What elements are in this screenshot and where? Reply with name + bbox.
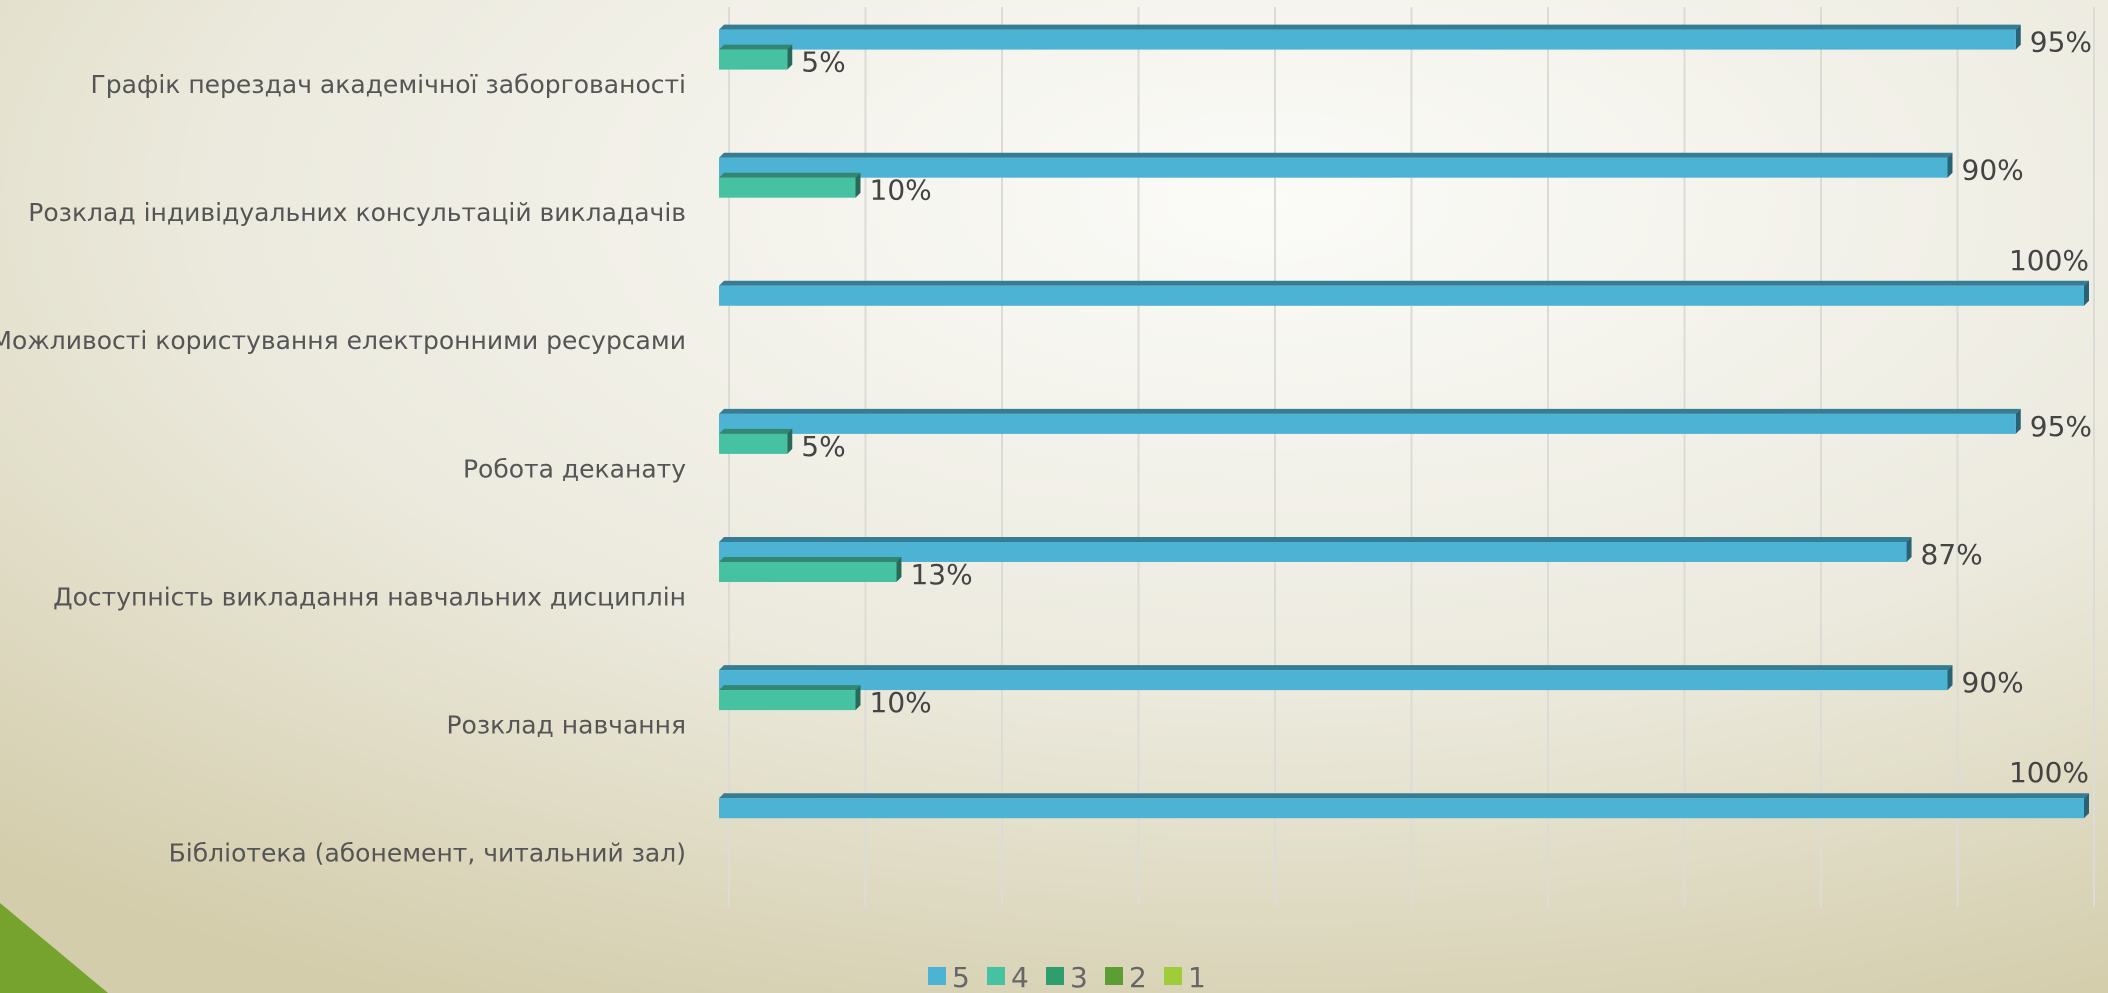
- category-label: Робота деканату: [463, 454, 686, 483]
- category-label: Розклад навчання: [446, 711, 686, 740]
- bar-top: [719, 172, 861, 178]
- data-label: 90%: [1962, 666, 2024, 699]
- data-label: 95%: [2030, 410, 2092, 443]
- bar: [719, 562, 897, 582]
- bar-top: [719, 408, 2021, 414]
- bar-end: [1906, 537, 1912, 562]
- bar-end: [2084, 793, 2089, 819]
- data-label: 95%: [2030, 26, 2092, 59]
- legend-label: 4: [1011, 961, 1029, 993]
- bar: [719, 690, 856, 711]
- data-label: 13%: [910, 558, 972, 591]
- category-label: Графік перездач академічної заборгованос…: [91, 70, 686, 99]
- bar: [719, 157, 1948, 178]
- data-label: 100%: [2009, 756, 2089, 789]
- legend-label: 3: [1070, 961, 1088, 993]
- bar: [719, 413, 2016, 434]
- bar: [719, 49, 788, 70]
- data-label: 87%: [1921, 538, 1983, 571]
- category-label: Розклад індивідуальних консультацій викл…: [28, 198, 686, 227]
- data-label: 5%: [801, 46, 845, 79]
- data-label: 100%: [2009, 244, 2089, 277]
- category-label: Бібліотека (абонемент, читальний зал): [169, 839, 686, 868]
- bar-top: [719, 280, 2089, 286]
- bar-end: [787, 44, 793, 70]
- bar-top: [719, 793, 2089, 799]
- category-label: Можливості користування електронними рес…: [0, 326, 686, 355]
- bar: [719, 29, 2016, 50]
- bar-top: [719, 665, 1953, 671]
- bar: [719, 670, 1948, 691]
- data-label: 10%: [870, 686, 932, 719]
- bar-end: [855, 685, 861, 711]
- data-label: 90%: [1962, 154, 2024, 187]
- bar-end: [855, 172, 861, 198]
- bar-top: [719, 24, 2021, 30]
- data-label: 5%: [801, 430, 845, 463]
- bar: [719, 798, 2084, 819]
- bar-top: [719, 537, 1912, 542]
- bar-top: [719, 557, 902, 562]
- bar-top: [719, 428, 793, 434]
- data-label: 10%: [870, 174, 932, 207]
- bar-end: [1947, 152, 1953, 178]
- legend-swatch: [928, 967, 946, 985]
- bar: [719, 542, 1907, 562]
- bar-end: [2015, 24, 2021, 50]
- legend-label: 2: [1129, 961, 1147, 993]
- bar-top: [719, 44, 793, 50]
- category-label: Доступність викладання навчальних дисцип…: [53, 582, 686, 611]
- bar-end: [2084, 280, 2089, 306]
- legend-swatch: [1164, 967, 1182, 985]
- legend-swatch: [987, 967, 1005, 985]
- bar-end: [1947, 665, 1953, 691]
- legend-label: 5: [952, 961, 970, 993]
- bar-end: [2015, 408, 2021, 434]
- legend-swatch: [1046, 967, 1064, 985]
- legend-swatch: [1105, 967, 1123, 985]
- legend-label: 1: [1188, 961, 1206, 993]
- bar: [719, 285, 2084, 306]
- bar-top: [719, 685, 861, 691]
- bar-top: [719, 152, 1953, 158]
- corner-decoration: [0, 903, 108, 993]
- bar-end: [787, 428, 793, 454]
- bar-end: [896, 557, 902, 582]
- bar: [719, 177, 856, 198]
- bar: [719, 433, 788, 454]
